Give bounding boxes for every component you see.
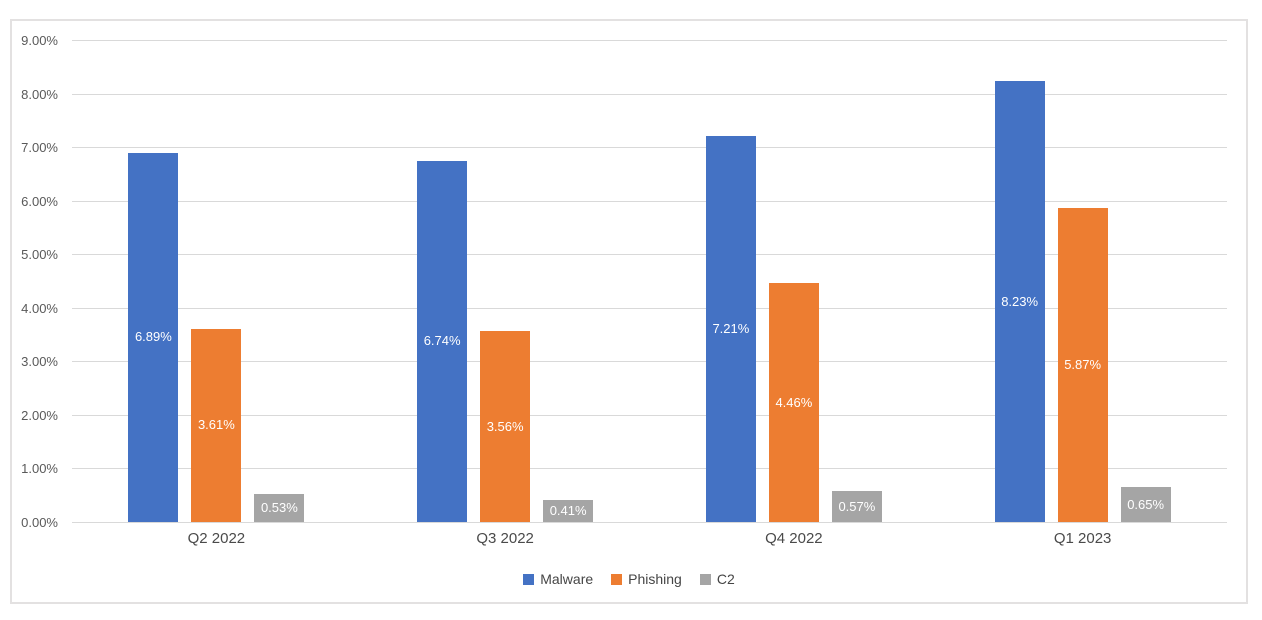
gridline-2	[72, 414, 1227, 416]
x-axis-label-q1-2023: Q1 2023	[1053, 530, 1112, 547]
gridline-0	[72, 522, 1227, 523]
data-label-malware-q3-2022: 6.74%	[423, 333, 461, 349]
bar-phishing-q2-2022: 3.61%	[191, 328, 242, 522]
gridline-6	[72, 200, 1227, 202]
data-label-malware-q2-2022: 6.89%	[134, 329, 172, 345]
data-label-phishing-q3-2022: 3.56%	[486, 418, 524, 434]
gridline-9	[72, 39, 1227, 41]
bar-c2-q2-2022: 0.53%	[254, 493, 305, 522]
data-label-malware-q1-2023: 8.23%	[1001, 293, 1039, 309]
data-label-phishing-q4-2022: 4.46%	[775, 394, 813, 410]
y-axis-tick-3-00-: 3.00%	[21, 354, 58, 370]
bar-c2-q4-2022: 0.57%	[831, 491, 882, 522]
legend-swatch-malware-icon	[523, 574, 535, 585]
data-label-c2-q3-2022: 0.41%	[549, 503, 587, 518]
gridline-5	[72, 254, 1227, 256]
legend-item-phishing: Phishing	[611, 572, 682, 587]
x-axis-label-q2-2022: Q2 2022	[187, 530, 246, 547]
legend-item-malware: Malware	[523, 572, 593, 587]
y-axis-tick-8-00-: 8.00%	[21, 86, 58, 102]
legend-label-c2: C2	[716, 571, 735, 587]
bar-malware-q1-2023: 8.23%	[994, 81, 1045, 522]
bar-c2-q1-2023: 0.65%	[1120, 487, 1171, 522]
y-axis-tick-1-00-: 1.00%	[21, 461, 58, 477]
data-label-phishing-q2-2022: 3.61%	[197, 417, 235, 433]
data-label-c2-q4-2022: 0.57%	[838, 498, 876, 514]
x-axis-label-q4-2022: Q4 2022	[765, 530, 823, 547]
bar-phishing-q1-2023: 5.87%	[1057, 207, 1108, 522]
legend-swatch-c2-icon	[699, 574, 711, 585]
bar-c2-q3-2022: 0.41%	[543, 500, 594, 522]
y-axis-tick-9-00-: 9.00%	[21, 32, 58, 48]
y-axis-tick-4-00-: 4.00%	[21, 300, 58, 316]
legend-label-phishing: Phishing	[628, 571, 682, 587]
gridline-3	[72, 361, 1227, 363]
bar-malware-q2-2022: 6.89%	[128, 152, 179, 522]
data-label-malware-q4-2022: 7.21%	[712, 320, 750, 336]
y-axis-tick-6-00-: 6.00%	[21, 193, 58, 209]
gridline-1	[72, 468, 1227, 470]
y-axis-tick-5-00-: 5.00%	[21, 247, 58, 263]
y-axis-tick-0-00-: 0.00%	[21, 515, 58, 530]
bar-malware-q4-2022: 7.21%	[705, 135, 756, 522]
gridline-4	[72, 307, 1227, 309]
bar-malware-q3-2022: 6.74%	[417, 161, 468, 522]
legend-label-malware: Malware	[540, 571, 594, 587]
gridline-7	[72, 147, 1227, 149]
legend: Malware Phishing C2	[10, 572, 1248, 587]
x-axis-label-q3-2022: Q3 2022	[476, 530, 534, 547]
legend-item-c2: C2	[699, 571, 735, 587]
data-label-c2-q1-2023: 0.65%	[1127, 496, 1165, 512]
legend-swatch-phishing-icon	[611, 574, 623, 585]
y-axis-tick-2-00-: 2.00%	[21, 407, 58, 423]
y-axis-tick-7-00-: 7.00%	[21, 140, 58, 156]
bar-phishing-q3-2022: 3.56%	[480, 331, 531, 522]
gridline-8	[72, 93, 1227, 95]
bar-phishing-q4-2022: 4.46%	[768, 283, 819, 522]
data-label-phishing-q1-2023: 5.87%	[1064, 356, 1102, 372]
data-label-c2-q2-2022: 0.53%	[260, 499, 298, 515]
